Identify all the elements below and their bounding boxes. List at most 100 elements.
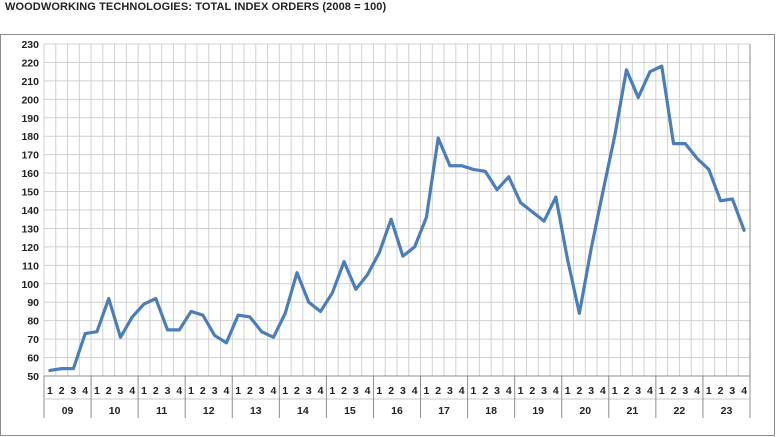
- quarter-tick-label: 3: [165, 385, 171, 397]
- data-point: [448, 164, 452, 168]
- data-point: [707, 168, 711, 171]
- data-point: [166, 328, 169, 332]
- quarter-tick-label: 4: [694, 385, 700, 397]
- year-label: 23: [721, 405, 733, 417]
- data-point: [283, 311, 287, 315]
- quarter-tick-label: 1: [47, 385, 53, 397]
- quarter-tick-label: 3: [588, 385, 594, 397]
- y-tick-label: 170: [21, 150, 39, 162]
- data-point: [672, 142, 675, 146]
- quarter-tick-label: 4: [129, 385, 135, 397]
- data-point: [142, 302, 146, 306]
- data-point: [95, 330, 99, 334]
- year-label: 19: [532, 405, 544, 417]
- quarter-tick-label: 3: [635, 385, 641, 397]
- quarter-tick-label: 2: [247, 385, 253, 397]
- quarter-tick-label: 3: [259, 385, 265, 397]
- y-tick-label: 180: [21, 131, 39, 143]
- quarter-tick-label: 2: [435, 385, 441, 397]
- quarter-tick-label: 2: [59, 385, 65, 397]
- data-point: [742, 228, 746, 232]
- quarter-tick-label: 4: [553, 385, 559, 397]
- y-tick-label: 190: [21, 113, 39, 125]
- data-point: [472, 168, 475, 171]
- data-point: [554, 195, 558, 199]
- data-point: [60, 367, 64, 371]
- y-tick-label: 150: [21, 187, 39, 199]
- data-point: [154, 297, 158, 300]
- year-label: 11: [156, 405, 167, 417]
- y-tick-label: 80: [27, 316, 39, 328]
- data-point: [83, 332, 87, 335]
- quarter-tick-label: 1: [282, 385, 288, 397]
- data-point: [272, 335, 275, 339]
- year-label: 17: [438, 405, 450, 417]
- quarter-tick-label: 3: [400, 385, 406, 397]
- quarter-tick-label: 2: [624, 385, 630, 397]
- data-point: [389, 217, 393, 221]
- year-label: 14: [297, 405, 309, 417]
- quarter-tick-label: 2: [718, 385, 724, 397]
- data-point: [342, 260, 346, 264]
- y-tick-label: 120: [21, 242, 39, 254]
- y-tick-label: 140: [21, 205, 39, 217]
- quarter-tick-label: 2: [671, 385, 677, 397]
- data-point: [542, 219, 546, 223]
- quarter-tick-label: 1: [471, 385, 477, 397]
- data-point: [566, 258, 570, 262]
- quarter-tick-label: 2: [153, 385, 159, 397]
- quarter-tick-label: 1: [706, 385, 712, 397]
- quarter-tick-label: 2: [200, 385, 206, 397]
- year-label: 21: [626, 405, 638, 417]
- data-point: [377, 251, 381, 254]
- quarter-tick-label: 4: [741, 385, 747, 397]
- quarter-tick-label: 1: [659, 385, 665, 397]
- data-point: [401, 254, 405, 258]
- data-point: [530, 210, 534, 214]
- data-point: [48, 369, 52, 372]
- quarter-tick-label: 1: [188, 385, 194, 397]
- quarter-tick-label: 4: [412, 385, 418, 397]
- data-point: [260, 330, 264, 334]
- quarter-tick-label: 4: [176, 385, 182, 397]
- data-point: [648, 70, 652, 74]
- year-label: 12: [203, 405, 215, 417]
- data-point: [119, 335, 122, 339]
- quarter-tick-label: 3: [447, 385, 453, 397]
- data-point: [201, 313, 205, 317]
- y-tick-label: 110: [22, 260, 39, 272]
- data-point: [436, 136, 440, 140]
- data-point: [507, 175, 511, 179]
- quarter-tick-label: 2: [576, 385, 582, 397]
- data-point: [660, 64, 664, 68]
- y-tick-label: 230: [21, 39, 39, 51]
- quarter-tick-label: 3: [494, 385, 500, 397]
- quarter-tick-label: 1: [565, 385, 571, 397]
- quarter-tick-label: 3: [306, 385, 312, 397]
- y-tick-label: 70: [27, 334, 39, 346]
- series-line: [48, 64, 746, 373]
- data-point: [589, 247, 593, 251]
- year-label: 09: [62, 405, 74, 417]
- data-point: [695, 156, 699, 160]
- y-tick-label: 210: [21, 76, 39, 88]
- data-point: [295, 271, 299, 275]
- chart-border: [0, 34, 775, 436]
- quarter-tick-label: 4: [271, 385, 277, 397]
- year-label: 20: [579, 405, 591, 417]
- data-point: [248, 315, 252, 319]
- quarter-tick-label: 3: [70, 385, 76, 397]
- y-tick-label: 220: [21, 57, 39, 69]
- quarter-tick-label: 2: [529, 385, 535, 397]
- data-point: [177, 328, 181, 332]
- data-point: [354, 287, 358, 291]
- y-tick-label: 100: [21, 279, 39, 291]
- data-point: [224, 341, 228, 345]
- quarter-tick-label: 3: [541, 385, 547, 397]
- quarter-tick-label: 1: [235, 385, 241, 397]
- quarter-tick-label: 1: [376, 385, 382, 397]
- data-point: [460, 164, 464, 168]
- data-point: [495, 188, 499, 192]
- quarter-tick-label: 1: [94, 385, 100, 397]
